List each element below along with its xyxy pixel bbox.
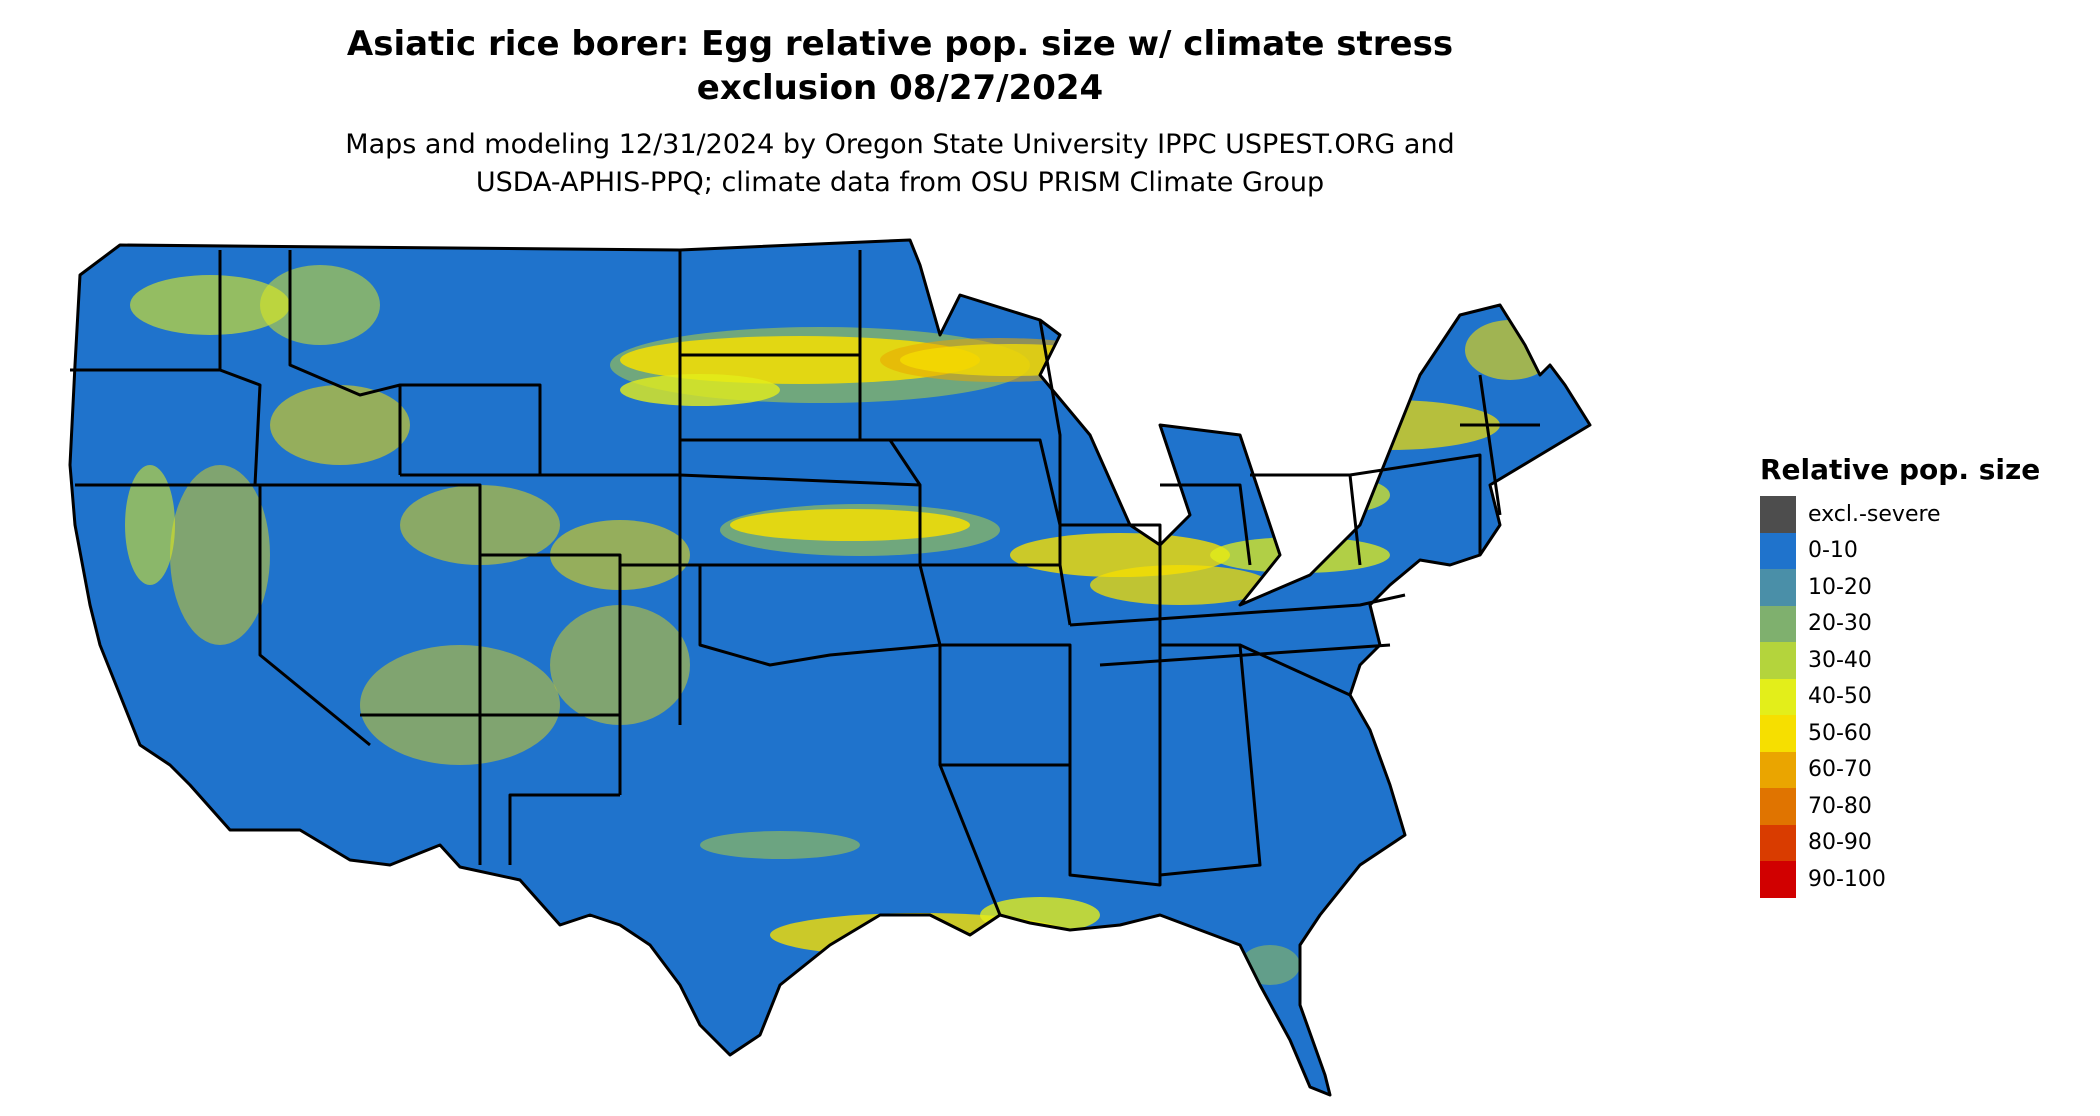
border-iowa-missouri <box>890 438 1062 565</box>
legend-item: 20-30 <box>1760 605 2040 642</box>
legend-label: 0-10 <box>1808 538 1858 564</box>
legend-swatch <box>1760 605 1796 642</box>
legend-label: 10-20 <box>1808 574 1872 600</box>
border-california-nevada <box>75 483 371 747</box>
border-illinois <box>1060 523 1162 645</box>
border-missouri-arkansas <box>920 563 1072 626</box>
band-iowa-core <box>900 344 1120 376</box>
legend-item: 30-40 <box>1760 642 2040 679</box>
legend-swatch <box>1760 496 1796 533</box>
band-montana-west <box>260 265 380 345</box>
map-subtitle: Maps and modeling 12/31/2024 by Oregon S… <box>0 126 1800 202</box>
legend-label: 20-30 <box>1808 611 1872 637</box>
band-california <box>170 465 270 645</box>
legend-label: 50-60 <box>1808 720 1872 746</box>
legend-items: excl.-severe 0-10 10-20 20-30 30-40 40-50 50-6… <box>1760 496 2040 898</box>
us-map <box>68 238 1592 1097</box>
legend-swatch <box>1760 788 1796 825</box>
map-subtitle-line-1: Maps and modeling 12/31/2024 by Oregon S… <box>345 129 1455 160</box>
border-indiana <box>1160 483 1252 566</box>
band-idaho <box>270 385 410 465</box>
legend-swatch <box>1760 861 1796 898</box>
border-mississippi-alabama <box>1068 645 1162 887</box>
band-arizona <box>360 645 560 765</box>
legend-label: 80-90 <box>1808 830 1872 856</box>
band-carolinas <box>1210 537 1390 573</box>
legend-item: 70-80 <box>1760 788 2040 825</box>
legend-item: excl.-severe <box>1760 496 2040 533</box>
legend-label: excl.-severe <box>1808 501 1941 527</box>
legend-swatch <box>1760 642 1796 679</box>
border-wisconsin <box>1038 319 1062 525</box>
border-idaho-montana <box>288 250 402 475</box>
legend-item: 0-10 <box>1760 532 2040 569</box>
map-title-line-1: Asiatic rice borer: Egg relative pop. si… <box>346 24 1454 64</box>
border-carolinas <box>1239 643 1351 697</box>
band-oregon <box>125 465 175 585</box>
legend-swatch <box>1760 569 1796 606</box>
border-vermont-nh <box>1478 374 1502 516</box>
legend-item: 90-100 <box>1760 861 2040 898</box>
border-alabama-georgia <box>1159 643 1262 877</box>
legend-item: 60-70 <box>1760 751 2040 788</box>
border-tennessee-south <box>1099 643 1391 667</box>
map-subtitle-line-2: USDA-APHIS-PPQ; climate data from OSU PR… <box>475 167 1325 198</box>
legend-swatch <box>1760 751 1796 788</box>
band-michigan <box>1110 357 1230 413</box>
legend-item: 10-20 <box>1760 569 2040 606</box>
border-oregon <box>70 368 262 486</box>
legend: Relative pop. size excl.-severe 0-10 10-20… <box>1760 452 2040 898</box>
legend-item: 40-50 <box>1760 678 2040 715</box>
legend-swatch <box>1760 532 1796 569</box>
border-pennsylvania-newyork <box>1349 453 1482 555</box>
state-borders <box>68 238 1592 1097</box>
border-wyoming-north <box>400 383 542 475</box>
band-west-virginia <box>1290 477 1390 513</box>
map-title: Asiatic rice borer: Egg relative pop. si… <box>0 22 1800 110</box>
legend-label: 30-40 <box>1808 647 1872 673</box>
legend-swatch <box>1760 824 1796 861</box>
legend-item: 80-90 <box>1760 824 2040 861</box>
legend-item: 50-60 <box>1760 715 2040 752</box>
legend-label: 90-100 <box>1808 866 1886 892</box>
border-nevada-utah <box>260 483 482 715</box>
band-alabama-georgia <box>1090 565 1270 605</box>
band-washington <box>130 275 290 335</box>
band-massachusetts <box>1465 320 1555 380</box>
band-nebraska <box>620 374 780 406</box>
band-northern-plains-core <box>620 336 980 384</box>
border-tennessee-north <box>1069 593 1406 627</box>
legend-label: 60-70 <box>1808 757 1872 783</box>
legend-title: Relative pop. size <box>1760 453 2041 486</box>
legend-label: 70-80 <box>1808 793 1872 819</box>
border-nebraska-kansas <box>679 473 922 565</box>
legend-label: 40-50 <box>1808 684 1872 710</box>
band-kansas-oklahoma-core <box>730 509 970 541</box>
legend-swatch <box>1760 678 1796 715</box>
border-oklahoma-texas <box>698 565 941 667</box>
border-texas-louisiana <box>938 645 1002 916</box>
map-title-line-2: exclusion 08/27/2024 <box>696 68 1104 108</box>
border-newmexico-texas <box>508 793 620 865</box>
legend-swatch <box>1760 715 1796 752</box>
band-texas <box>700 831 860 859</box>
